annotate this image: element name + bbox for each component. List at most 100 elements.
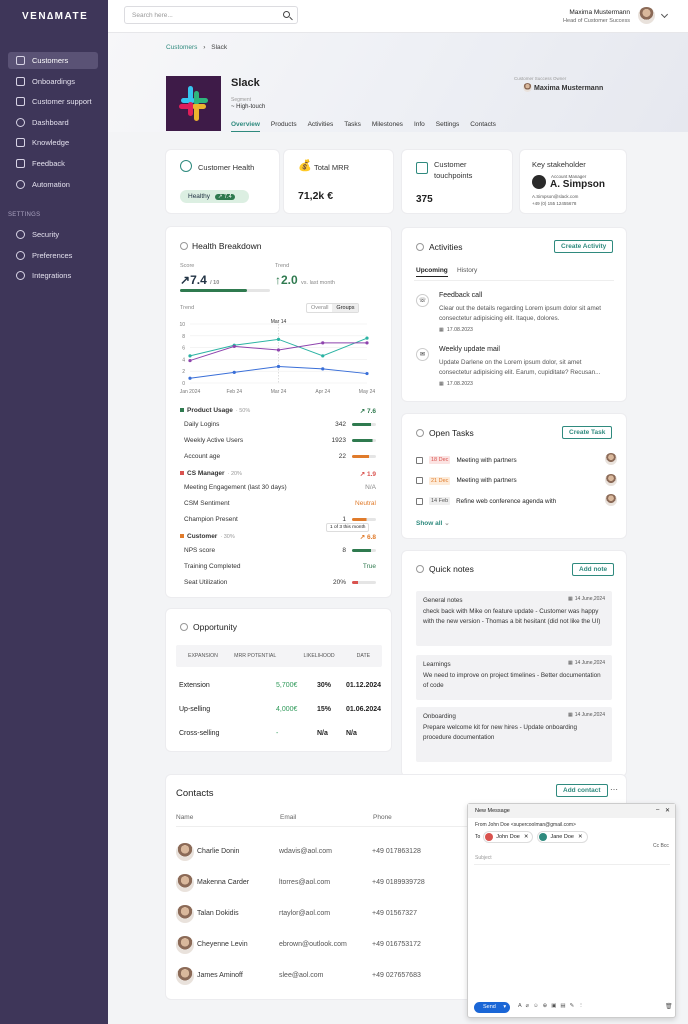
add-contact-button[interactable]: Add contact [556, 784, 608, 797]
tab-overview[interactable]: Overview [231, 121, 260, 132]
tab-upcoming[interactable]: Upcoming [416, 267, 448, 277]
contact-email[interactable]: ltorres@aol.com [279, 879, 331, 886]
contact-name[interactable]: Charlie Donin [197, 848, 240, 855]
data-point [365, 336, 369, 340]
user-avatar[interactable] [638, 7, 655, 24]
minimize-icon[interactable]: – [656, 807, 660, 813]
collapse-icon[interactable] [180, 242, 188, 250]
collapse-icon[interactable] [416, 243, 424, 251]
show-all-link[interactable]: Show all ⌄ [416, 519, 450, 527]
settings-section-label: SETTINGS [8, 212, 41, 218]
contact-phone[interactable]: +49 01567327 [372, 910, 417, 917]
collapse-icon[interactable] [416, 565, 424, 573]
contact-name[interactable]: Makenna Carder [197, 879, 250, 886]
contact-phone[interactable]: +49 016753172 [372, 941, 421, 948]
metric-value-wrap: 342 [335, 421, 376, 428]
contact-email[interactable]: ebrown@outlook.com [279, 941, 347, 948]
contact-email[interactable]: rtaylor@aol.com [279, 910, 331, 917]
activity-title[interactable]: Feedback call [439, 292, 483, 299]
contact-phone[interactable]: +49 0189939728 [372, 879, 425, 886]
recipient-chip[interactable]: Jane Doe ✕ [537, 831, 588, 843]
cc-bcc-toggle[interactable]: Cc Bcc [653, 843, 669, 849]
tab-products[interactable]: Products [270, 121, 297, 128]
user-info[interactable]: Maxima Mustermann Head of Customer Succe… [563, 9, 630, 24]
metric-value-wrap: 8 [342, 547, 376, 554]
toggle-groups[interactable]: Groups [332, 304, 359, 312]
sidebar-item-security[interactable]: Security [8, 226, 98, 243]
task-checkbox[interactable] [416, 497, 423, 505]
sidebar-item-customers[interactable]: Customers [8, 52, 98, 69]
format-toolbar[interactable]: A⌀☺⊕▣▤✎⋮ [518, 1003, 588, 1009]
task-row[interactable]: 14 Feb Refine web conference agenda with [416, 494, 617, 506]
search-icon[interactable] [283, 11, 290, 18]
activity-title[interactable]: Weekly update mail [439, 346, 500, 353]
search-input[interactable]: Search here... [124, 6, 298, 24]
sidebar-item-dashboard[interactable]: Dashboard [8, 114, 98, 131]
group-name: CS Manager [187, 470, 225, 477]
task-checkbox[interactable] [416, 477, 423, 484]
toggle-overall[interactable]: Overall [311, 305, 329, 311]
sidebar-item-customer-support[interactable]: Customer support [8, 93, 98, 110]
contact-name[interactable]: Cheyenne Levin [197, 941, 248, 948]
support-icon [16, 97, 25, 107]
contact-email[interactable]: slee@aol.com [279, 972, 324, 979]
remove-recipient-icon[interactable]: ✕ [523, 834, 529, 840]
contact-avatar [176, 967, 194, 985]
x-tick-label: Feb 24 [226, 389, 242, 395]
contact-phone[interactable]: +49 017863128 [372, 848, 421, 855]
subject-field[interactable]: Subject [475, 855, 492, 861]
health-group-cs-manager[interactable]: CS Manager · 20% ↗ 1.9 [180, 470, 376, 478]
tab-info[interactable]: Info [413, 121, 425, 128]
sidebar-item-knowledge[interactable]: Knowledge [8, 134, 98, 151]
trash-icon[interactable]: 🗑 [665, 1004, 673, 1010]
task-row[interactable]: 21 Dec Meeting with partners [416, 473, 617, 486]
tab-settings[interactable]: Settings [435, 121, 460, 128]
sidebar-item-preferences[interactable]: Preferences [8, 247, 98, 264]
sidebar-item-automation[interactable]: Automation [8, 176, 98, 193]
create-task-button[interactable]: Create Task [562, 426, 613, 439]
sidebar-item-integrations[interactable]: Integrations [8, 267, 98, 284]
sidebar-item-onboardings[interactable]: Onboardings [8, 73, 98, 90]
tab-milestones[interactable]: Milestones [371, 121, 403, 128]
close-icon[interactable]: ✕ [665, 808, 671, 814]
task-checkbox[interactable] [416, 456, 423, 464]
sidebar-item-feedback[interactable]: Feedback [8, 155, 98, 172]
note-card[interactable]: Learnings ▦ 14 June,2024 We need to improve… [416, 655, 612, 700]
tab-activities[interactable]: Activities [307, 121, 334, 128]
recipient-name: Jane Doe [550, 834, 574, 840]
remove-recipient-icon[interactable]: ✕ [577, 834, 583, 840]
task-assignee-avatar [605, 453, 617, 465]
collapse-icon[interactable] [416, 429, 424, 437]
tab-contacts[interactable]: Contacts [470, 121, 496, 128]
chevron-down-icon[interactable] [660, 10, 669, 19]
contact-name[interactable]: Talan Dokidis [197, 910, 239, 917]
breadcrumb-root[interactable]: Customers [166, 44, 198, 51]
contact-name[interactable]: James Aminoff [197, 972, 243, 979]
metric-label: Weekly Active Users [184, 437, 244, 444]
collapse-icon[interactable] [180, 623, 188, 631]
contact-phone[interactable]: +49 027657683 [372, 972, 421, 979]
metric-value: Neutral [355, 500, 376, 507]
stakeholder-email[interactable]: A.Simpson@slack.com [532, 194, 579, 199]
task-row[interactable]: 18 Dec Meeting with partners [416, 453, 617, 465]
trend-number: 2.0 [281, 273, 298, 287]
note-card[interactable]: Onboarding ▦ 14 June,2024 Prepare welcome k… [416, 707, 612, 762]
health-group-customer[interactable]: Customer · 30% ↗ 6.8 [180, 533, 376, 541]
compose-to-field[interactable]: To John Doe ✕ Jane Doe ✕ [475, 831, 592, 843]
user-name: Maxima Mustermann [569, 9, 630, 16]
task-text: Meeting with partners [456, 477, 517, 484]
send-button[interactable]: Send ▾ [474, 1002, 510, 1013]
create-activity-button[interactable]: Create Activity [554, 240, 614, 253]
health-group-product-usage[interactable]: Product Usage · 50% ↗ 7.6 [180, 407, 376, 415]
chevron-down-icon[interactable]: ▾ [503, 1004, 507, 1010]
tab-tasks[interactable]: Tasks [344, 121, 361, 128]
note-card[interactable]: General notes ▦ 14 June,2024 check back wit… [416, 591, 612, 646]
metric-value: 8 [342, 547, 346, 554]
recipient-chip[interactable]: John Doe ✕ [483, 831, 534, 843]
stakeholder-phone[interactable]: +49 (0) 155 12455678 [532, 201, 577, 206]
tab-history[interactable]: History [457, 267, 478, 274]
add-note-button[interactable]: Add note [572, 563, 615, 576]
contact-email[interactable]: wdavis@aol.com [279, 848, 333, 855]
more-icon[interactable]: ⋯ [610, 785, 618, 794]
metric-progress-bar [352, 454, 376, 458]
